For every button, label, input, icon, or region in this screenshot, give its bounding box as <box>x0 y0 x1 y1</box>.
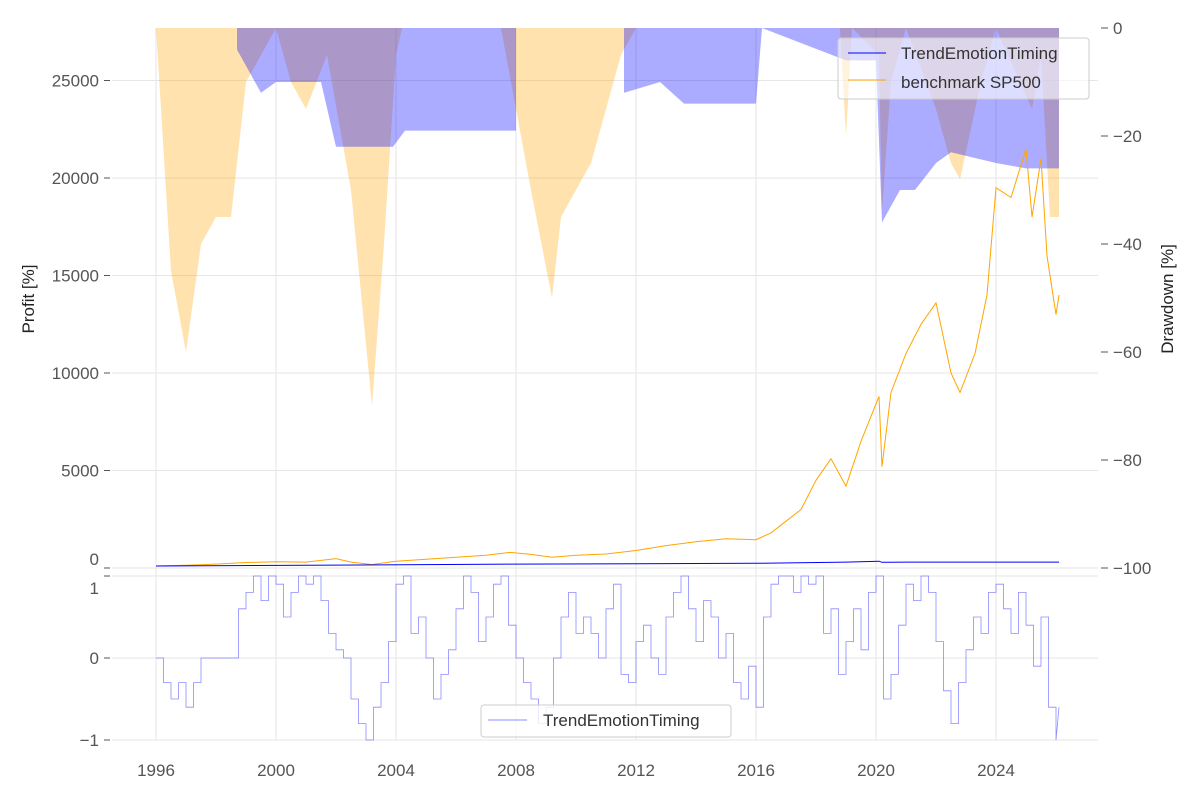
y-axis-label-profit: Profit [%] <box>19 265 38 334</box>
signal-tick-label: −1 <box>80 731 99 750</box>
legend-bottom: TrendEmotionTiming <box>480 704 732 738</box>
drawdown-area-benchmark <box>156 28 1059 406</box>
profit-line-benchmark <box>155 148 1060 567</box>
x-tick-label: 2000 <box>257 761 295 780</box>
timing-signal <box>156 575 1060 741</box>
y-tick-label: 5000 <box>61 462 99 481</box>
y-tick-label: 15000 <box>52 267 99 286</box>
y-tick-label: 0 <box>90 550 99 569</box>
drawdown-tick-label: −20 <box>1113 127 1142 146</box>
drawdown-area-strategy <box>156 28 1059 223</box>
profit-lines <box>155 148 1060 567</box>
signal-line <box>156 575 1060 741</box>
drawdown-tick-label: −40 <box>1113 235 1142 254</box>
x-tick-label: 2008 <box>497 761 535 780</box>
drawdown-tick-label: −100 <box>1113 559 1151 578</box>
x-tick-label: 2012 <box>617 761 655 780</box>
legend-label-timing: TrendEmotionTiming <box>543 711 700 730</box>
profit-line-strategy <box>155 560 1059 567</box>
axes: 1996 2000 2004 2008 2012 2016 2020 202405000100… <box>52 19 1152 780</box>
legend-label-strategy: TrendEmotionTiming <box>901 44 1058 63</box>
y-axis-label-drawdown: Drawdown [%] <box>1158 244 1177 354</box>
x-tick-label: 1996 <box>137 761 175 780</box>
drawdown-tick-label: −80 <box>1113 451 1142 470</box>
x-tick-label: 2004 <box>377 761 415 780</box>
x-tick-label: 2020 <box>857 761 895 780</box>
signal-tick-label: 1 <box>90 579 99 598</box>
drawdown-tick-label: −60 <box>1113 343 1142 362</box>
y-tick-label: 25000 <box>52 72 99 91</box>
drawdown-tick-label: 0 <box>1113 19 1122 38</box>
legend-top: TrendEmotionTiming benchmark SP500 <box>837 37 1090 100</box>
y-tick-label: 10000 <box>52 364 99 383</box>
signal-tick-label: 0 <box>90 649 99 668</box>
x-tick-label: 2024 <box>977 761 1015 780</box>
x-tick-label: 2016 <box>737 761 775 780</box>
y-tick-label: 20000 <box>52 169 99 188</box>
legend-label-benchmark: benchmark SP500 <box>901 73 1041 92</box>
drawdown-areas <box>156 28 1059 406</box>
